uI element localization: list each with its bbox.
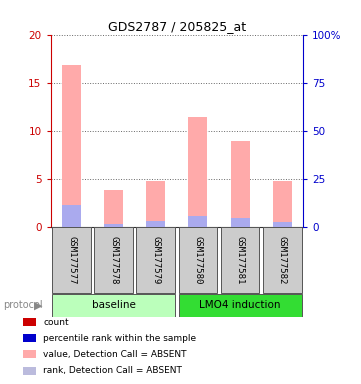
Bar (179, 294, 301, 317)
Bar (23, 318, 36, 326)
Bar (23, 366, 36, 375)
Bar (23, 334, 36, 343)
Text: percentile rank within the sample: percentile rank within the sample (43, 334, 196, 343)
Text: GSM177580: GSM177580 (193, 236, 203, 284)
Text: GSM177578: GSM177578 (109, 236, 118, 284)
Bar (188, 216, 208, 227)
Bar (231, 218, 249, 227)
Text: GSM177582: GSM177582 (278, 236, 287, 284)
Text: protocol: protocol (4, 300, 43, 310)
Bar (273, 182, 292, 227)
Text: GSM177577: GSM177577 (67, 236, 76, 284)
Bar (146, 221, 165, 227)
Bar (62, 65, 81, 227)
Text: baseline: baseline (92, 300, 136, 310)
Bar (104, 223, 123, 227)
Text: GSM177579: GSM177579 (151, 236, 160, 284)
Bar (23, 350, 36, 359)
Bar (62, 205, 81, 227)
Bar (263, 227, 301, 293)
Bar (146, 182, 165, 227)
Bar (52, 294, 175, 317)
Text: GSM177581: GSM177581 (236, 236, 244, 284)
Bar (179, 227, 217, 293)
Title: GDS2787 / 205825_at: GDS2787 / 205825_at (108, 20, 246, 33)
Text: value, Detection Call = ABSENT: value, Detection Call = ABSENT (43, 350, 187, 359)
Bar (273, 222, 292, 227)
Text: rank, Detection Call = ABSENT: rank, Detection Call = ABSENT (43, 366, 182, 375)
Text: count: count (43, 318, 69, 327)
Bar (104, 190, 123, 227)
Bar (52, 227, 91, 293)
Bar (94, 227, 133, 293)
Bar (136, 227, 175, 293)
Text: ▶: ▶ (34, 300, 42, 310)
Text: LMO4 induction: LMO4 induction (199, 300, 281, 310)
Bar (221, 227, 260, 293)
Bar (188, 117, 208, 227)
Bar (231, 141, 249, 227)
